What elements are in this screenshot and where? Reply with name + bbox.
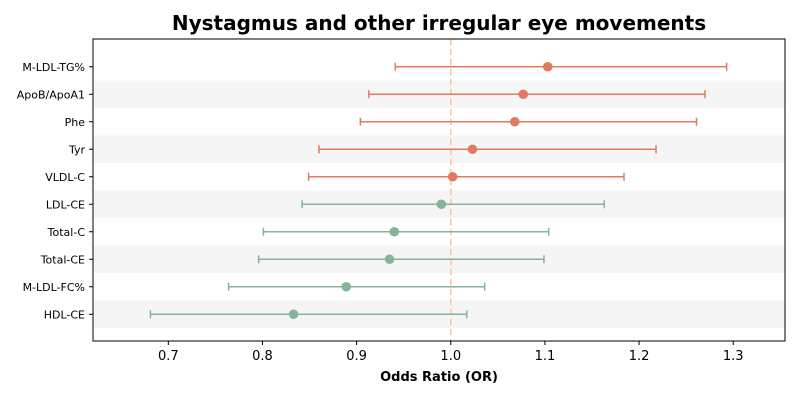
- y-tick-label: Tyr: [68, 143, 86, 156]
- or-point: [288, 309, 299, 320]
- or-point: [467, 144, 478, 155]
- row-total-ce: [257, 254, 545, 265]
- x-tick-label: 1.0: [440, 349, 461, 364]
- data-rows: [149, 61, 728, 320]
- row-m-ldl-fc-: [227, 281, 486, 292]
- row-tyr: [318, 144, 657, 155]
- row-ldl-ce: [301, 199, 605, 210]
- x-tick-label: 1.3: [723, 349, 744, 364]
- row-vldl-c: [307, 171, 625, 182]
- x-axis: 0.7 0.8 0.9 1.0 1.1 1.2 1.3: [158, 341, 744, 364]
- y-tick-label: Total-CE: [40, 253, 85, 266]
- x-tick-label: 1.1: [535, 349, 556, 364]
- y-tick-label: Total-C: [47, 226, 86, 239]
- or-point: [436, 199, 447, 210]
- x-tick-label: 0.7: [158, 349, 179, 364]
- row-total-c: [262, 226, 550, 237]
- or-point: [341, 281, 352, 292]
- or-point: [384, 254, 395, 265]
- y-tick-label: Phe: [65, 116, 86, 129]
- or-point: [509, 116, 520, 127]
- or-point: [447, 171, 458, 182]
- or-point: [542, 61, 553, 72]
- row-phe: [359, 116, 698, 127]
- y-tick-label: LDL-CE: [46, 198, 85, 211]
- row-m-ldl-tg-: [394, 61, 728, 72]
- row-apob-apoa1: [368, 89, 706, 100]
- x-tick-label: 1.2: [629, 349, 650, 364]
- y-tick-label: ApoB/ApoA1: [17, 88, 85, 101]
- or-point: [518, 89, 529, 100]
- x-axis-label: Odds Ratio (OR): [380, 370, 498, 385]
- y-tick-label: M-LDL-FC%: [23, 281, 85, 294]
- y-tick-label: M-LDL-TG%: [22, 61, 85, 74]
- or-point: [389, 226, 400, 237]
- y-tick-label: VLDL-C: [45, 171, 85, 184]
- x-tick-label: 0.9: [346, 349, 367, 364]
- row-hdl-ce: [149, 309, 468, 320]
- y-tick-label: HDL-CE: [44, 308, 85, 321]
- y-axis: M-LDL-TG% ApoB/ApoA1 Phe Tyr VLDL-C LDL-CE Tot…: [17, 61, 93, 321]
- x-tick-label: 0.8: [252, 349, 273, 364]
- plot-frame: [92, 38, 786, 342]
- chart-title: Nystagmus and other irregular eye moveme…: [172, 11, 706, 35]
